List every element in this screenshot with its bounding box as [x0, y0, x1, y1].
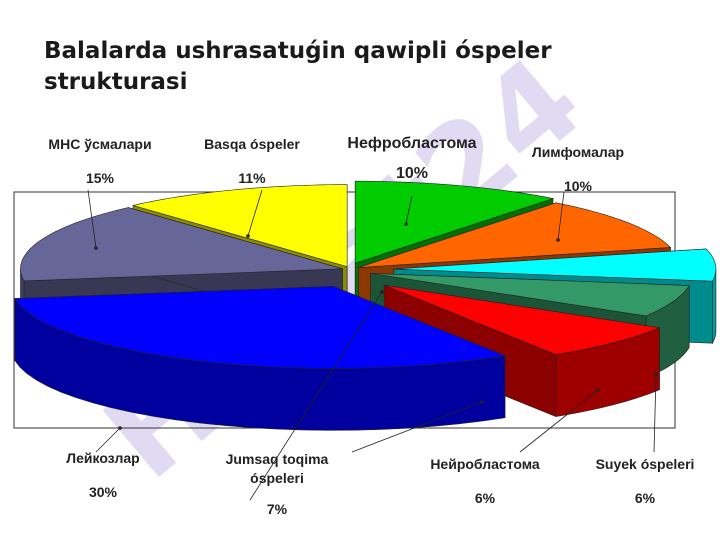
leader-arrow	[556, 238, 560, 242]
label-text: Лейкозлар	[66, 450, 140, 466]
slide-title: Balalarda ushrasatuǵin qawipli óspeler s…	[44, 38, 552, 95]
label-text: Нефробластома	[347, 135, 477, 152]
leader-arrow	[94, 246, 98, 250]
pie-slice-top	[384, 284, 661, 355]
leader-arrow	[480, 400, 484, 404]
pie-slice-top	[20, 207, 343, 282]
leader-line	[557, 191, 565, 241]
pie-slice-top	[14, 286, 507, 369]
pie-slice-top	[370, 273, 690, 317]
label-value: 30%	[88, 484, 118, 500]
label-value: 6%	[474, 490, 496, 506]
leader-lines	[87, 189, 658, 501]
label-value: 10%	[563, 178, 593, 194]
leader-arrow	[654, 372, 658, 376]
leader-line	[519, 389, 599, 453]
slice-label-leykoz: Лейкозлар 30%	[38, 450, 168, 500]
label-text: Basqa óspeler	[204, 136, 300, 152]
slice-label-neyroblastoma: Нейробластома 6%	[405, 456, 565, 506]
leader-arrow	[118, 426, 122, 430]
pie-slice-top	[132, 184, 348, 268]
label-value: 15%	[85, 170, 115, 186]
slice-label-limfoma: Лимфомалар 10%	[498, 144, 658, 194]
leader-arrow	[380, 290, 384, 294]
label-value: 11%	[238, 170, 266, 186]
leader-line	[249, 291, 383, 501]
label-text: Jumsaq toqima óspeleri	[225, 451, 329, 486]
leader-line	[351, 401, 483, 453]
label-text: Лимфомалар	[531, 144, 625, 160]
pie-slices	[14, 180, 717, 431]
pie-slice	[14, 285, 507, 431]
label-value: 7%	[266, 501, 288, 517]
pie-slice-top	[358, 202, 672, 268]
pie-slice-top	[393, 248, 717, 282]
slice-label-mns: МНС ўсмалари 15%	[30, 136, 170, 186]
leader-line	[95, 427, 121, 453]
leader-line	[653, 373, 657, 453]
leader-line	[247, 189, 263, 237]
leader-arrow	[596, 388, 600, 392]
slice-label-nefroblastoma: Нефробластома 10%	[322, 136, 502, 182]
label-value: 6%	[634, 490, 656, 506]
leader-arrow	[404, 222, 408, 226]
pie-slice-top	[354, 180, 555, 264]
slice-label-jumsaq: Jumsaq toqima óspeleri 7%	[202, 450, 352, 519]
leader-arrow	[246, 234, 250, 238]
label-text: Нейробластома	[430, 456, 540, 472]
label-value: 10%	[395, 165, 429, 182]
slice-label-basqa: Basqa óspeler 11%	[182, 136, 322, 186]
leader-line	[405, 195, 413, 225]
slice-label-suyek: Suyek óspeleri 6%	[580, 456, 710, 506]
label-text: Suyek óspeleri	[595, 456, 695, 472]
label-text: МНС ўсмалари	[48, 136, 152, 152]
leader-line	[87, 189, 97, 249]
